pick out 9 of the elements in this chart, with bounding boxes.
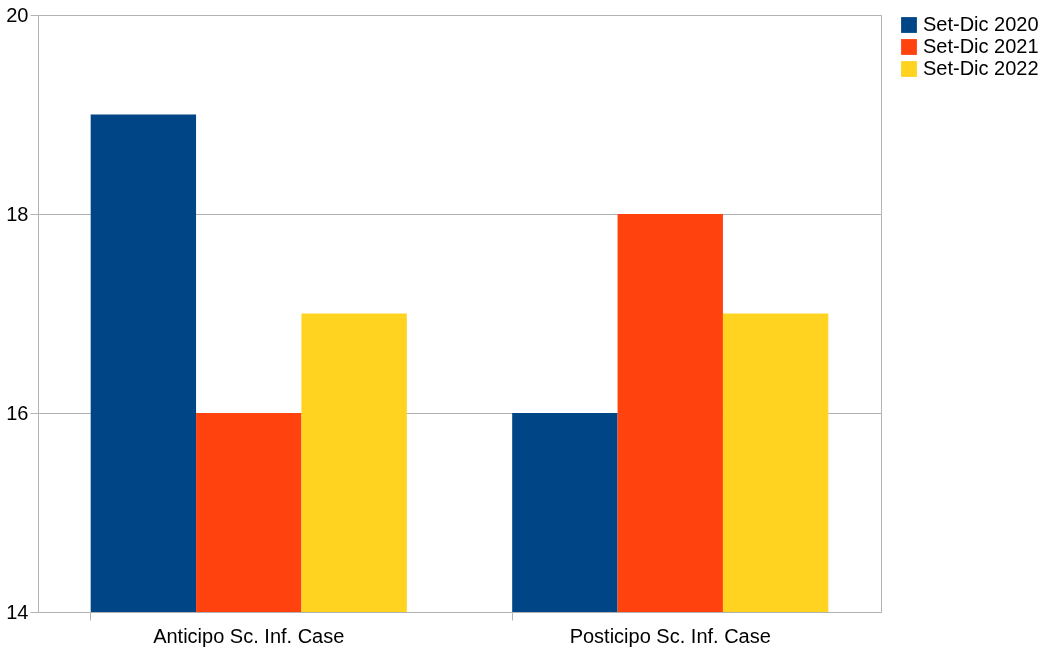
y-tick-label: 14 bbox=[6, 600, 29, 623]
legend-label: Set-Dic 2021 bbox=[923, 35, 1039, 57]
x-tick-label: Anticipo Sc. Inf. Case bbox=[153, 624, 345, 647]
legend-label: Set-Dic 2022 bbox=[923, 57, 1039, 79]
x-tick-label: Posticipo Sc. Inf. Case bbox=[569, 624, 771, 647]
y-tick-label: 18 bbox=[6, 202, 29, 225]
legend-label: Set-Dic 2020 bbox=[923, 13, 1039, 35]
y-tick-label: 20 bbox=[6, 3, 29, 26]
y-tick-label: 16 bbox=[6, 401, 29, 424]
